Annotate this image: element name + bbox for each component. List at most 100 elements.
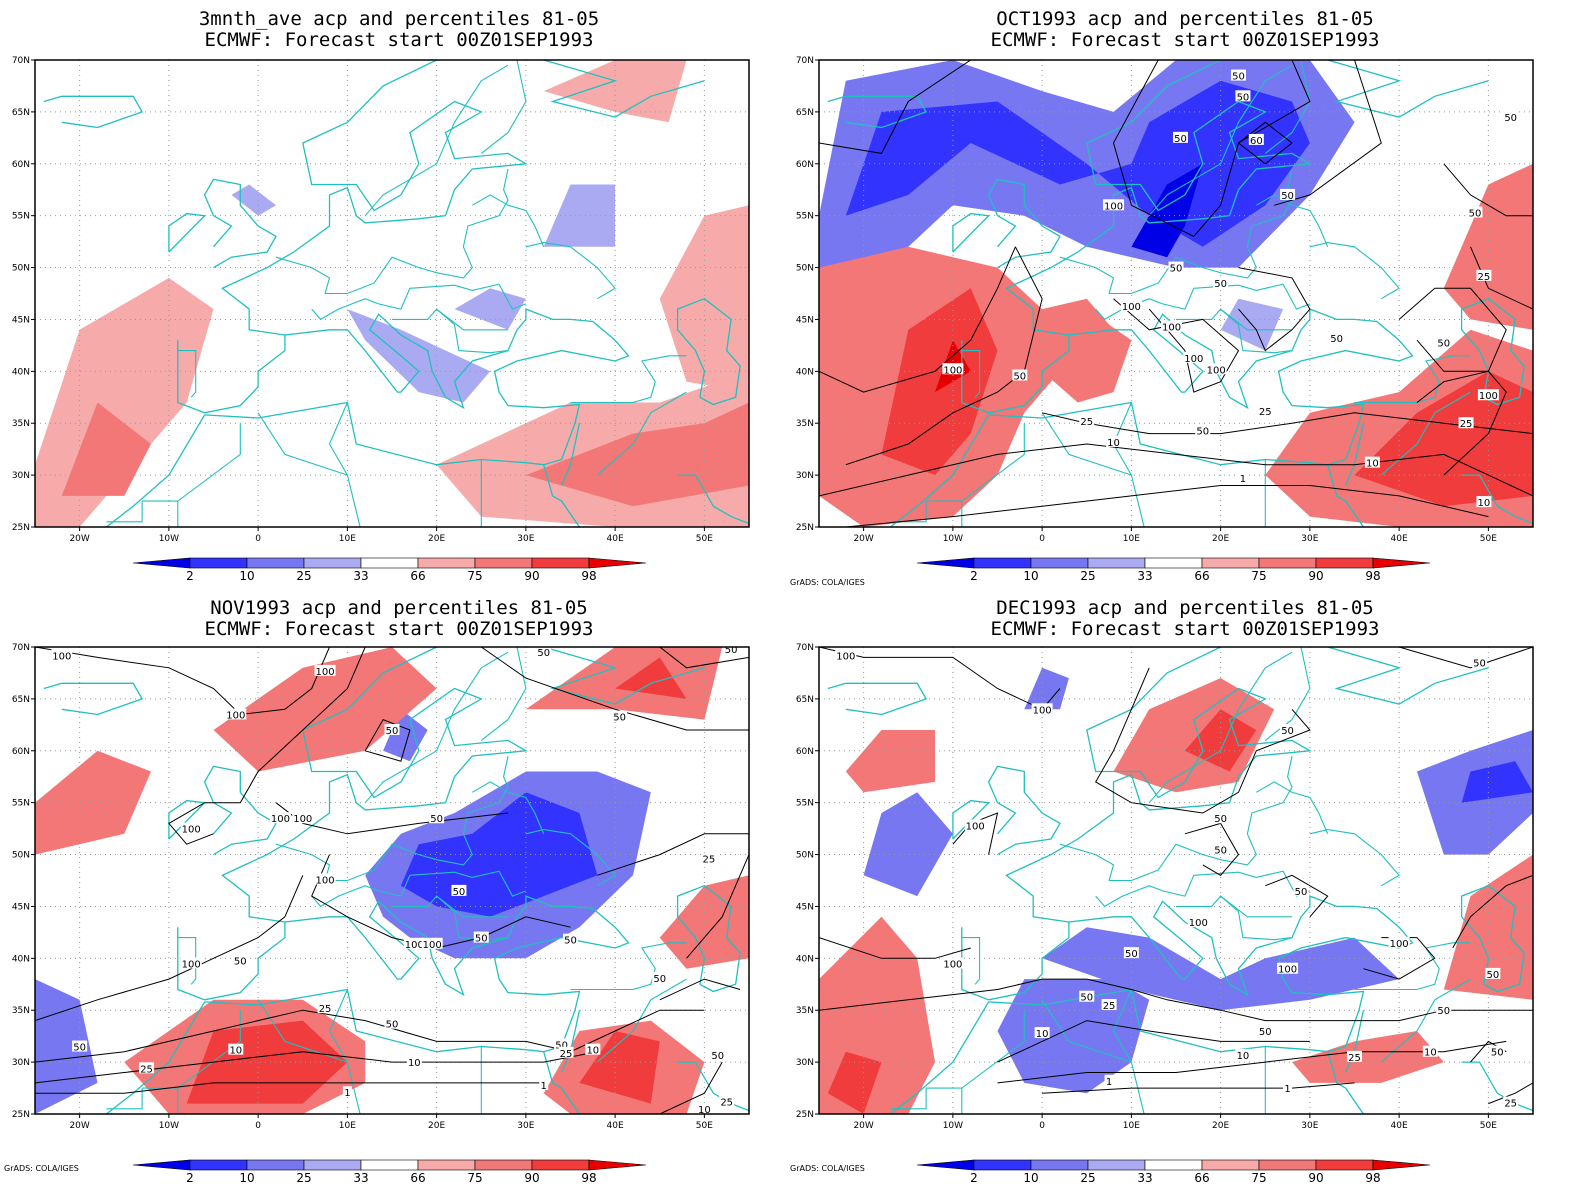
lat-tick-label: 40N <box>796 367 814 377</box>
contour-label: 100 <box>1479 391 1498 402</box>
contour-label-bg <box>292 812 314 824</box>
title-line2: ECMWF: Forecast start 00Z01SEP1993 <box>204 29 594 51</box>
country-border <box>961 937 981 985</box>
contour-label: 25 <box>1460 419 1473 430</box>
contour-label: 50 <box>613 713 626 724</box>
contour-line <box>686 854 749 959</box>
contour-label-bg <box>314 873 336 885</box>
contour-line <box>845 246 1043 466</box>
contour-label: 60 <box>1250 136 1263 147</box>
lat-tick-label: 45N <box>12 315 30 325</box>
coastline <box>952 799 990 840</box>
contour-label: 10 <box>229 1046 242 1057</box>
coastline <box>1460 297 1525 406</box>
colorbar-label: 33 <box>1137 569 1152 583</box>
country-border <box>106 1088 143 1110</box>
contour-label-bg <box>473 931 489 943</box>
colorbar-arrow-left <box>132 1159 191 1171</box>
lat-tick-label: 40N <box>12 367 30 377</box>
panel-title: OCT1993 acp and percentiles 81-05 ECMWF:… <box>786 9 1584 51</box>
percentile-shading <box>845 730 935 793</box>
contour-label: 100 <box>52 651 71 662</box>
panel-title: 3mnth_ave acp and percentiles 81-05 ECMW… <box>0 9 798 51</box>
contour-label: 100 <box>423 940 442 951</box>
country-border <box>1354 942 1471 991</box>
contour-line <box>1184 822 1240 876</box>
colorbar-arrow-right <box>1372 557 1431 569</box>
lon-tick-label: 40E <box>607 534 624 544</box>
contour-label-bg <box>719 1095 735 1107</box>
coastline <box>676 884 741 993</box>
map-body <box>35 60 749 527</box>
contour-label-bg <box>1388 936 1410 948</box>
coastline <box>987 765 1061 856</box>
grads-credit: GrADS: COLA/IGES <box>4 1164 79 1173</box>
lat-tick-label: 35N <box>796 419 814 429</box>
lon-tick-label: 10E <box>1123 534 1140 544</box>
contour-label-bg <box>1104 1074 1114 1086</box>
coastline <box>677 474 749 525</box>
country-border <box>392 895 508 918</box>
country-border <box>1112 402 1145 527</box>
country-border <box>1256 781 1329 835</box>
lat-tick-label: 55N <box>12 212 30 222</box>
contour-label-bg <box>710 1048 726 1060</box>
contour-label: 50 <box>475 934 488 945</box>
contour-label: 50 <box>1214 845 1227 856</box>
contour-label-bg <box>1364 456 1380 468</box>
contour-label-bg <box>232 954 248 966</box>
contour-label-bg <box>1195 424 1211 436</box>
lat-tick-label: 70N <box>796 56 814 66</box>
coastline <box>890 414 990 527</box>
colorbar-label: 98 <box>1365 569 1380 583</box>
country-border <box>257 999 348 1063</box>
contour-label-bg <box>1471 656 1487 668</box>
contour-label: 25 <box>720 1098 733 1109</box>
contour-label-bg <box>384 1017 400 1029</box>
lat-tick-label: 25N <box>796 1110 814 1120</box>
contour-label: 100 <box>943 365 962 376</box>
contour-label-bg <box>1079 415 1095 427</box>
country-border <box>177 1010 241 1114</box>
contour-line <box>364 718 411 762</box>
contour-label: 1 <box>1240 474 1246 485</box>
contour-label-bg <box>1485 967 1501 979</box>
contour-label: 100 <box>1278 965 1297 976</box>
lat-tick-label: 70N <box>12 643 30 653</box>
contour-line <box>35 1009 705 1063</box>
colorbar-segment <box>1030 1159 1089 1171</box>
title-line2: ECMWF: Forecast start 00Z01SEP1993 <box>990 29 1380 51</box>
colorbar-segment <box>474 557 533 569</box>
coastline <box>204 308 630 466</box>
contour-label-bg <box>1079 990 1095 1002</box>
coastline <box>961 647 1489 1001</box>
contour-label: 50 <box>555 1040 568 1051</box>
colorbar-label: 98 <box>581 1171 596 1185</box>
contour-line <box>1416 370 1507 476</box>
country-border <box>472 194 545 248</box>
colorbar-segment <box>973 1159 1032 1171</box>
country-border <box>1112 989 1145 1114</box>
colorbar-label: 66 <box>1194 569 1209 583</box>
percentile-shading <box>1292 1031 1444 1083</box>
coastline <box>827 95 928 129</box>
country-border <box>1095 870 1311 908</box>
contour-line <box>35 647 330 716</box>
colorbar-segment <box>1201 1159 1260 1171</box>
colorbar: 2 10 25 33 66 75 90 98 <box>916 557 1431 583</box>
contour-line <box>1443 163 1533 217</box>
contour-label-bg <box>1238 472 1248 484</box>
coastline <box>988 895 1414 1053</box>
contour-label-bg <box>652 972 668 984</box>
contour-label-bg <box>1103 199 1125 211</box>
contour-label: 50 <box>1330 334 1343 345</box>
percentile-shading <box>35 750 151 855</box>
colorbar-label: 25 <box>296 569 311 583</box>
colorbar-label: 2 <box>186 569 194 583</box>
contour-label-bg <box>612 710 628 722</box>
colorbar: 2 10 25 33 66 75 90 98 <box>132 1159 647 1185</box>
lon-tick-label: 30E <box>517 534 534 544</box>
map-body: 100 50 100 50 100 50 50 50 100 100 100 50 100 50 50 25 5… <box>819 647 1533 1114</box>
contour-label-bg <box>421 937 443 949</box>
